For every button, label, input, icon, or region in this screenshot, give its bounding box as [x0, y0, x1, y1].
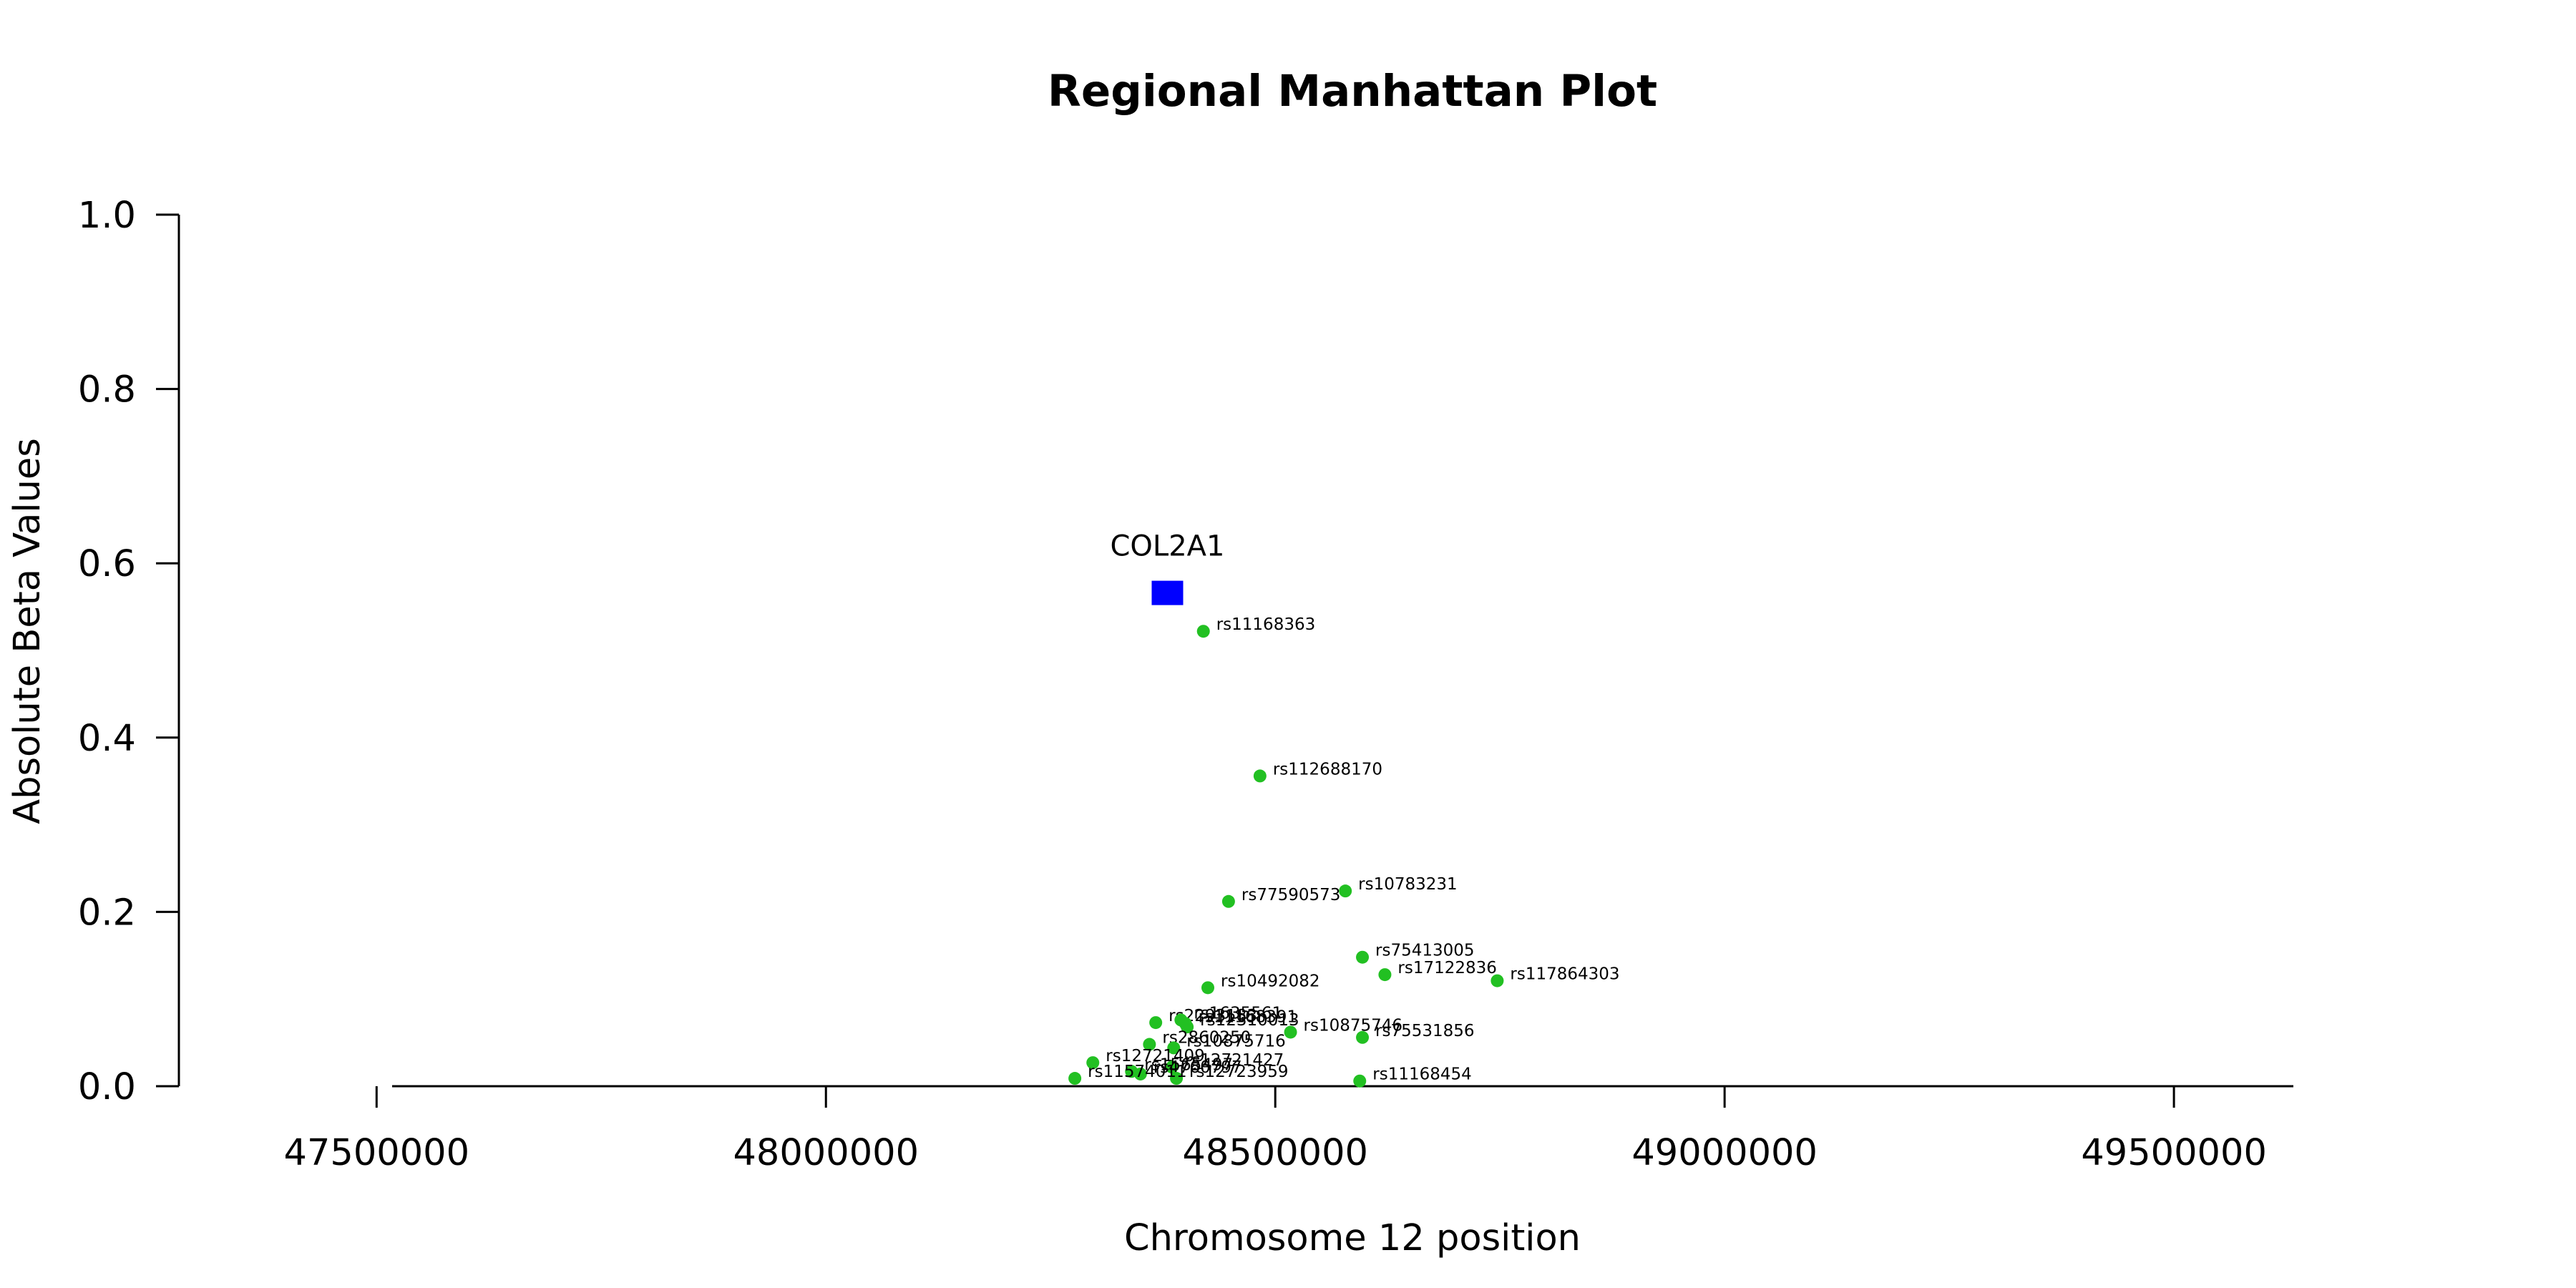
snp-point — [1165, 1060, 1179, 1074]
chart-title: Regional Manhattan Plot — [1048, 66, 1657, 117]
snp-point — [1167, 1041, 1181, 1055]
x-ticks: 47500000 48000000 48500000 49000000 49500000 — [284, 1086, 2267, 1174]
snp-point — [1196, 625, 1210, 638]
snp-label: rs10492082 — [1221, 972, 1320, 990]
snp-point — [1068, 1072, 1082, 1085]
snp-label: rs10783231 — [1358, 875, 1458, 894]
snp-label: rs12721427 — [1185, 1051, 1284, 1070]
x-tick-label: 49500000 — [2081, 1132, 2267, 1174]
snp-point — [1201, 981, 1215, 995]
snp-point — [1284, 1025, 1297, 1039]
y-tick-label: 0.8 — [78, 369, 136, 411]
y-tick-label: 0.4 — [78, 718, 136, 760]
snp-point — [1170, 1072, 1184, 1085]
snp-label: rs12310013 — [1200, 1011, 1299, 1030]
snp-point — [1378, 968, 1392, 982]
y-axis-label: Absolute Beta Values — [6, 438, 49, 824]
snp-point — [1253, 769, 1267, 783]
x-tick-label: 48000000 — [733, 1132, 919, 1174]
snp-point — [1491, 974, 1504, 987]
snp-label: rs75531856 — [1375, 1022, 1475, 1040]
x-axis-label: Chromosome 12 position — [1124, 1217, 1581, 1259]
x-axis: 47500000 48000000 48500000 49000000 49500000 — [284, 1085, 2293, 1174]
snp-point — [1353, 1074, 1367, 1088]
snp-point — [1356, 1030, 1370, 1044]
gene-marker-group: COL2A1 — [1111, 530, 1225, 605]
snp-label: rs10875716 — [1186, 1032, 1286, 1050]
snp-label: rs1565497 — [1144, 1055, 1233, 1074]
snp-point — [1339, 884, 1352, 898]
snp-point — [1086, 1056, 1100, 1070]
snp-points: rs11168363 rs112688170 rs10783231 rs7759057… — [1068, 615, 1620, 1088]
snp-label: rs77590573 — [1241, 886, 1341, 904]
snp-label: rs117864303 — [1510, 965, 1619, 984]
snp-label: rs1635561 — [1194, 1004, 1282, 1023]
snp-label: rs12723959 — [1189, 1063, 1289, 1081]
snp-label: rs11574011 — [1088, 1063, 1187, 1081]
snp-label: rs11168391 — [1199, 1008, 1298, 1026]
snp-label: rs10875746 — [1304, 1016, 1403, 1035]
x-tick-label: 48500000 — [1182, 1132, 1368, 1174]
snp-point — [1143, 1038, 1156, 1051]
y-tick-label: 1.0 — [78, 195, 136, 237]
snp-label: rs11168454 — [1372, 1065, 1472, 1084]
y-ticks: 0.0 0.2 0.4 0.6 0.8 1.0 — [78, 195, 179, 1108]
snp-label: rs17122836 — [1397, 959, 1497, 977]
snp-point — [1221, 894, 1235, 908]
snp-label: rs112688170 — [1273, 760, 1382, 779]
snp-label: rs11168363 — [1216, 615, 1316, 634]
x-tick-label: 47500000 — [284, 1132, 470, 1174]
snp-label: rs4760797 — [1153, 1058, 1242, 1077]
snp-point — [1133, 1067, 1147, 1080]
snp-point — [1149, 1016, 1163, 1030]
snp-point — [1356, 950, 1370, 964]
gene-label: COL2A1 — [1111, 530, 1225, 563]
snp-label: rs75413005 — [1375, 942, 1475, 960]
y-tick-label: 0.0 — [78, 1066, 136, 1108]
y-tick-label: 0.2 — [78, 892, 136, 934]
y-axis: 0.0 0.2 0.4 0.6 0.8 1.0 — [78, 195, 180, 1108]
x-tick-label: 49000000 — [1631, 1132, 1818, 1174]
gene-marker — [1151, 580, 1184, 605]
y-tick-label: 0.6 — [78, 543, 136, 585]
snp-label: rs12721409 — [1106, 1047, 1205, 1065]
snp-point — [1181, 1020, 1194, 1034]
